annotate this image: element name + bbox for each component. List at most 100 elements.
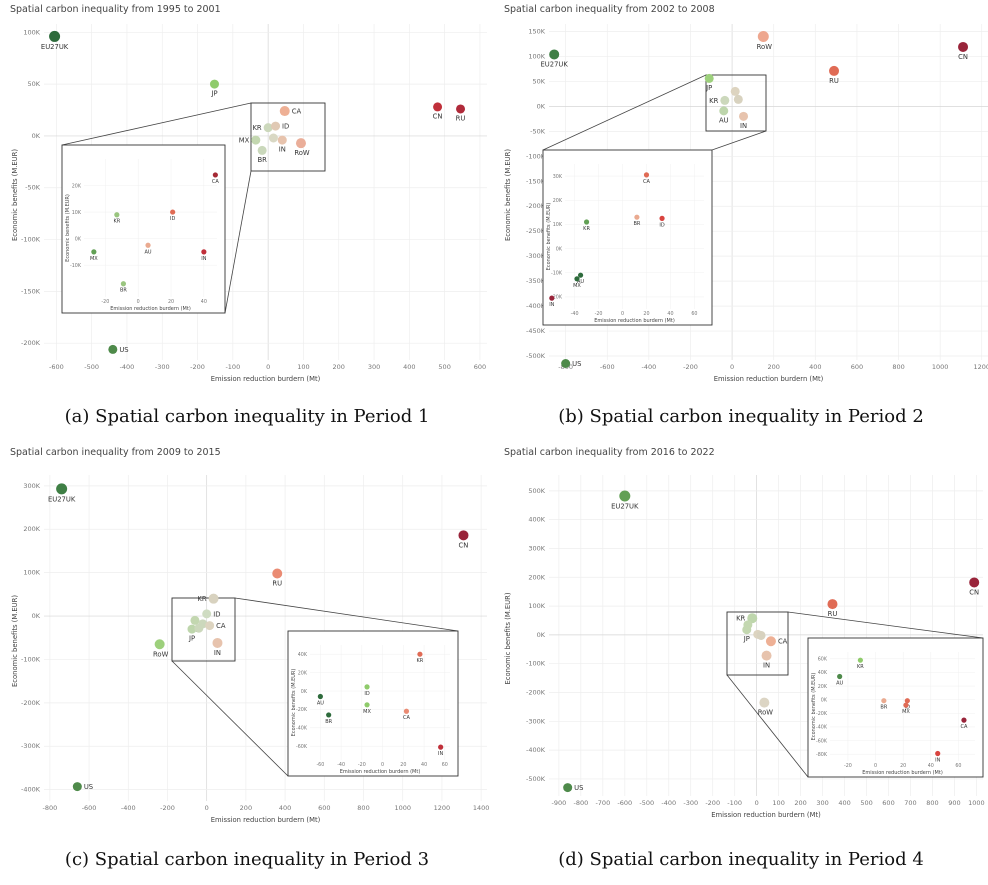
inset-data-point — [643, 172, 650, 178]
inset-x-tick-label: 40 — [928, 763, 934, 769]
point-label: IN — [214, 649, 221, 657]
inset-data-point — [317, 693, 323, 700]
data-point — [433, 102, 443, 112]
inset-x-tick-label: 0 — [381, 762, 384, 768]
x-tick-label: 300 — [368, 363, 380, 371]
inset-x-tick-label: -20 — [844, 763, 852, 769]
inset-y-tick-label: -80K — [816, 752, 828, 758]
zoom-connector-line — [542, 74, 707, 151]
inset-x-tick-label: 0 — [137, 299, 140, 305]
y-tick-label: 0K — [32, 132, 41, 140]
x-tick-label: -300 — [683, 799, 698, 807]
point-label: RoW — [758, 709, 774, 717]
x-tick-label: -800 — [42, 804, 57, 812]
x-tick-label: -500 — [639, 799, 654, 807]
inset-point-label: MX — [902, 709, 910, 715]
y-axis-label: Economic benefits (M.EUR) — [11, 149, 19, 241]
data-point — [458, 530, 469, 541]
x-tick-label: 400 — [279, 804, 291, 812]
point-label: RoW — [153, 650, 169, 658]
inset-data-point — [364, 702, 370, 708]
point-label: AU — [719, 116, 729, 124]
inset-frame — [61, 144, 226, 314]
x-tick-label: -700 — [595, 799, 610, 807]
inset-point-label: IN — [549, 302, 554, 308]
inset-data-point — [904, 698, 910, 704]
panel-period-1: -600 -500 -400 -300 -200 -100 0 100 200 300 400 500… — [0, 0, 494, 442]
x-tick-label: 600 — [851, 363, 863, 371]
data-point — [295, 138, 306, 149]
inset-data-point — [417, 651, 423, 657]
x-tick-label: 600 — [882, 799, 894, 807]
inset-data-point — [881, 698, 887, 704]
y-tick-label: -500K — [526, 775, 546, 783]
data-point — [742, 625, 752, 635]
data-point — [829, 65, 840, 76]
inset-data-point — [935, 750, 941, 757]
inset-point-label: KR — [417, 658, 424, 664]
inset-x-tick-label: 20 — [643, 311, 649, 317]
x-tick-label: 400 — [403, 363, 415, 371]
inset-y-tick-label: -40K — [296, 726, 308, 732]
data-point — [202, 609, 212, 619]
zoom-connector-line — [234, 597, 459, 632]
y-tick-label: 150K — [528, 27, 545, 35]
x-tick-label: 1200 — [973, 363, 988, 371]
data-point — [272, 568, 283, 579]
x-tick-label: 800 — [357, 804, 369, 812]
y-tick-label: -200K — [526, 689, 546, 697]
point-label: US — [572, 360, 581, 368]
data-point — [190, 615, 200, 625]
inset-chart: -40 -20 0 20 40 60 -20K -10K 0K 10K 20K 30K Emission… — [542, 149, 713, 326]
x-tick-label: 1000 — [394, 804, 411, 812]
y-tick-label: -200K — [21, 699, 41, 707]
inset-point-label: CA — [960, 724, 967, 730]
panel-period-4: -900 -800 -700 -600 -500 -400 -300 -200 -100 0 100… — [494, 443, 988, 885]
x-tick-label: 200 — [333, 363, 345, 371]
inset-point-label: AU — [836, 681, 843, 687]
point-label: EU27UK — [41, 43, 69, 51]
inset-point-label: ID — [364, 691, 369, 697]
y-tick-label: -200K — [21, 339, 41, 347]
x-tick-label: 800 — [926, 799, 938, 807]
data-point — [257, 145, 267, 155]
point-label: CN — [958, 53, 968, 61]
inset-y-tick-label: -60K — [296, 744, 308, 750]
inset-x-tick-label: 20 — [900, 763, 906, 769]
data-point — [277, 135, 287, 145]
inset-y-tick-label: 40K — [298, 652, 308, 658]
zoom-connector-line — [787, 611, 984, 639]
inset-chart: -20 0 20 40 60 -80K -60K -40K -20K 0K 20K 40K 60K Emi… — [807, 637, 984, 778]
figure-caption: (a) Spatial carbon inequality in Period … — [64, 406, 430, 427]
inset-y-tick-label: 20K — [298, 670, 308, 676]
inset-x-tick-label: -20 — [101, 299, 109, 305]
inset-x-tick-label: -40 — [571, 311, 579, 317]
point-label: CN — [459, 541, 469, 549]
point-label: RU — [272, 580, 282, 588]
y-tick-label: 0K — [32, 612, 41, 620]
y-tick-label: -50K — [530, 127, 546, 135]
y-tick-label: -300K — [21, 742, 41, 750]
scatter-plot: -900 -800 -700 -600 -500 -400 -300 -200 -100 0 100… — [504, 475, 985, 819]
point-label: EU27UK — [611, 503, 639, 511]
x-axis-label: Emission reduction burdern (Mt) — [711, 811, 821, 819]
y-tick-label: 100K — [23, 569, 40, 577]
x-tick-label: 600 — [474, 363, 486, 371]
inset-frame — [807, 637, 984, 778]
data-point — [49, 30, 61, 42]
inset-point-label: BR — [633, 221, 640, 227]
point-label: JP — [188, 635, 195, 643]
point-label: KR — [736, 615, 745, 623]
x-tick-label: -600 — [49, 363, 64, 371]
inset-y-tick-label: 20K — [72, 183, 82, 189]
inset-point-label: KR — [857, 664, 864, 670]
x-tick-label: -400 — [120, 363, 135, 371]
panel-period-3: -800 -600 -400 -200 0 200 400 600 800 1000 1200 140… — [0, 443, 494, 885]
point-label: IN — [763, 662, 770, 670]
data-point — [827, 599, 838, 610]
zoom-region-box — [171, 597, 236, 662]
point-label: KR — [252, 124, 261, 132]
y-tick-label: 200K — [528, 573, 545, 581]
x-tick-label: -600 — [82, 804, 97, 812]
point-label: ID — [282, 123, 289, 131]
